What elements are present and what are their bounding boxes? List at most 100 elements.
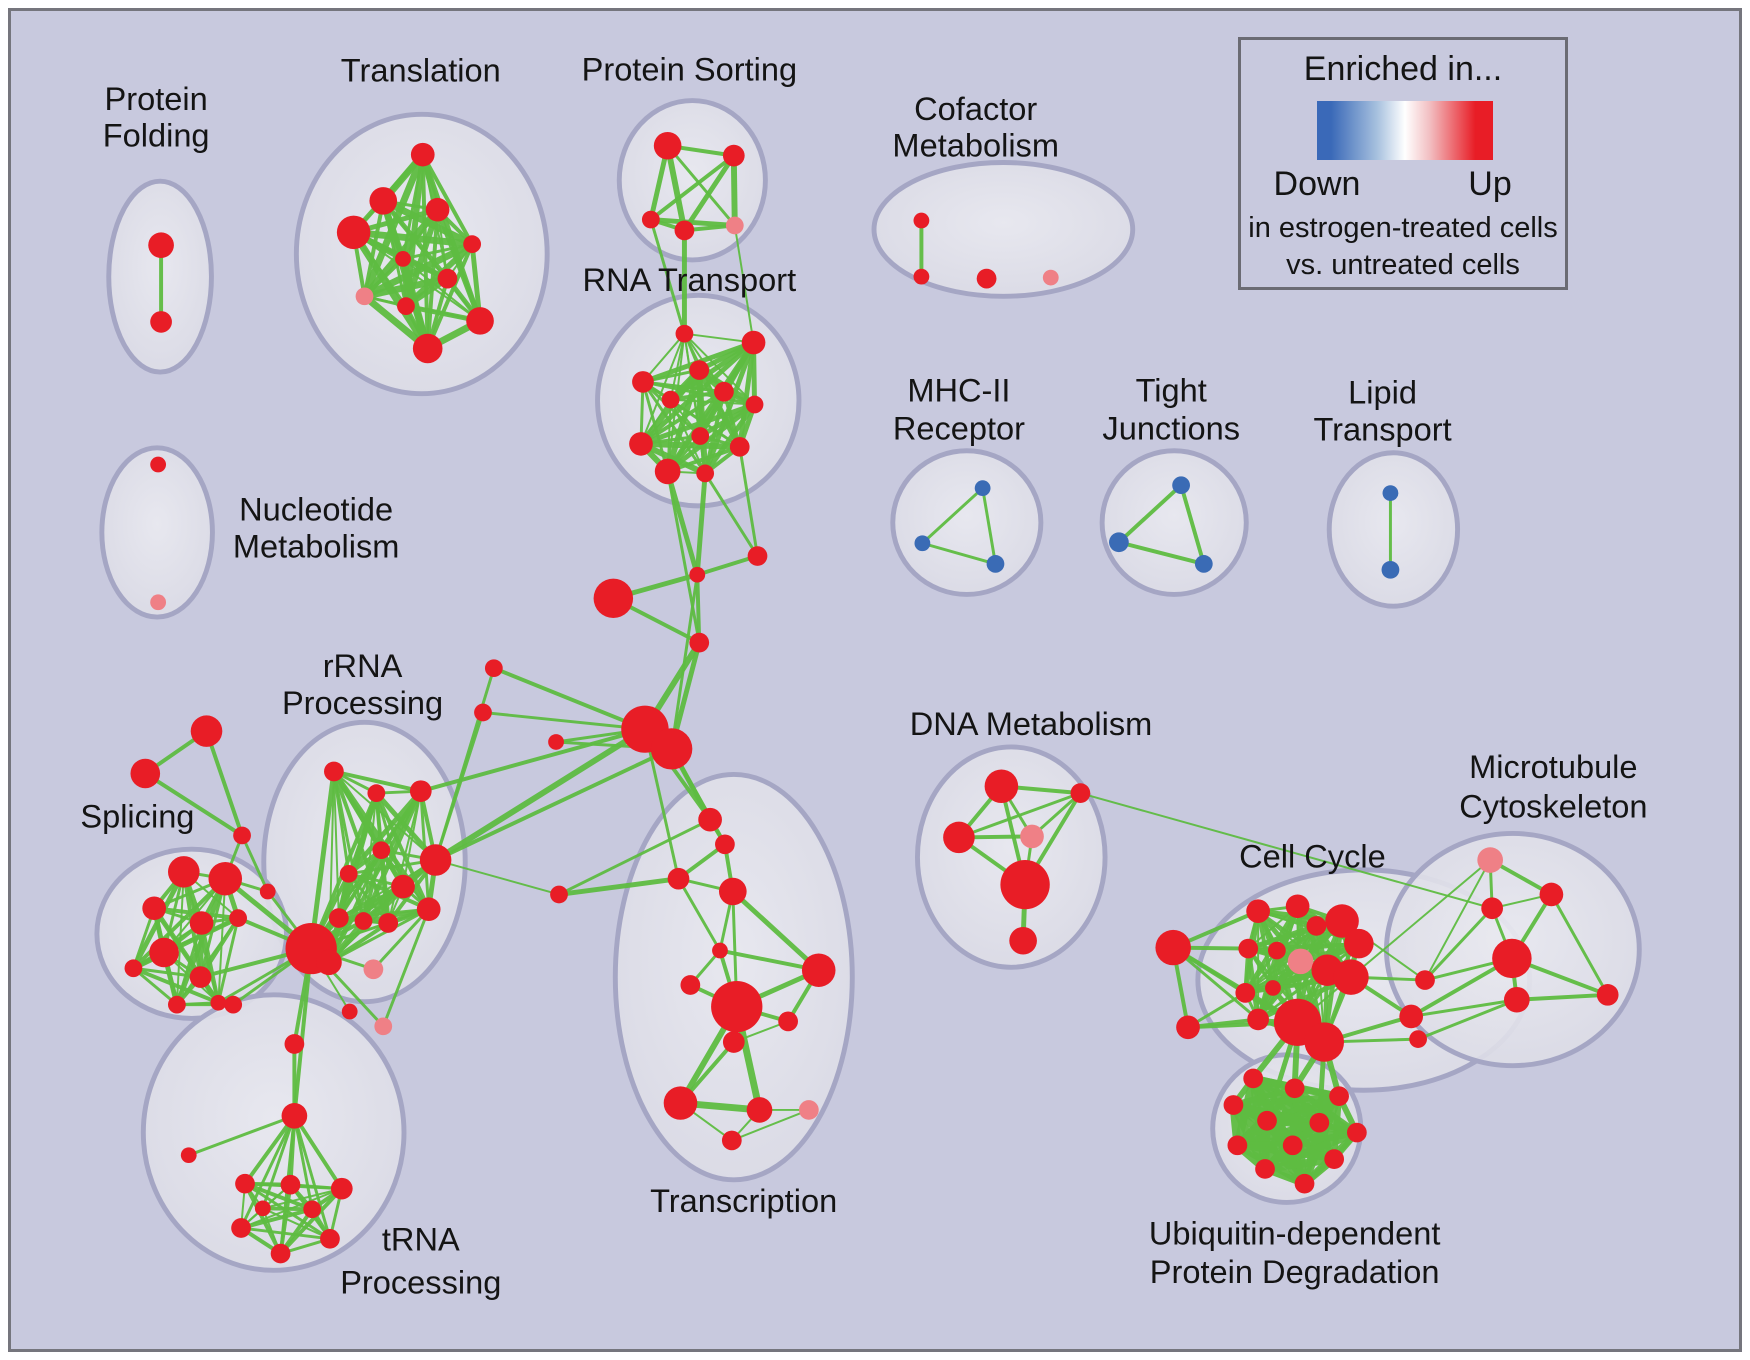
node-tr5[interactable] [463, 235, 482, 254]
node-cc1[interactable] [1155, 929, 1191, 966]
node-tx10[interactable] [778, 1011, 798, 1032]
node-ps1[interactable] [653, 132, 682, 160]
node-mt2[interactable] [1539, 882, 1564, 907]
node-rt3[interactable] [632, 371, 654, 393]
node-cc15[interactable] [1247, 1008, 1269, 1031]
node-tr10[interactable] [466, 307, 494, 335]
node-tj1[interactable] [1172, 476, 1190, 495]
node-rr1[interactable] [324, 761, 344, 782]
node-ch5[interactable] [689, 632, 710, 653]
node-tx8[interactable] [680, 975, 701, 995]
node-ch2[interactable] [689, 566, 706, 583]
node-rt4[interactable] [689, 360, 710, 380]
node-tn3[interactable] [235, 1173, 255, 1194]
node-tx3[interactable] [667, 867, 690, 890]
node-tn6[interactable] [231, 1218, 251, 1238]
node-tx11[interactable] [722, 1031, 745, 1053]
node-cc9[interactable] [1267, 941, 1286, 960]
node-mt5[interactable] [1503, 986, 1530, 1013]
node-cc14[interactable] [1235, 983, 1256, 1003]
node-tr1[interactable] [410, 142, 435, 167]
node-mh3[interactable] [986, 555, 1005, 573]
node-ch7[interactable] [650, 728, 693, 770]
node-sp10[interactable] [210, 994, 227, 1011]
node-mt6[interactable] [1596, 984, 1619, 1006]
node-cc4[interactable] [1285, 894, 1310, 919]
node-sp11[interactable] [259, 883, 276, 900]
node-tr8[interactable] [355, 287, 374, 306]
node-rt12[interactable] [696, 464, 715, 483]
node-rt1[interactable] [675, 324, 694, 343]
node-ch10[interactable] [474, 703, 492, 722]
node-cc6[interactable] [1325, 904, 1359, 938]
node-nc1[interactable] [150, 456, 167, 473]
node-nc2[interactable] [150, 594, 167, 611]
node-mt4[interactable] [1492, 938, 1532, 979]
node-rt5[interactable] [714, 381, 734, 402]
node-rr14[interactable] [363, 959, 384, 980]
node-rr18[interactable] [224, 995, 243, 1014]
node-rg2[interactable] [316, 949, 342, 976]
node-tj3[interactable] [1194, 555, 1213, 573]
node-ch9[interactable] [484, 659, 503, 678]
node-tx5[interactable] [550, 885, 568, 904]
node-tn10[interactable] [303, 1200, 322, 1219]
node-tx4[interactable] [718, 877, 747, 906]
node-tn8[interactable] [320, 1228, 340, 1249]
node-rr11[interactable] [378, 913, 399, 933]
node-tx6[interactable] [712, 942, 728, 959]
node-sp8[interactable] [124, 959, 143, 978]
node-rr6[interactable] [339, 864, 358, 883]
node-tx2[interactable] [715, 834, 735, 855]
node-cc13[interactable] [1265, 980, 1281, 996]
node-dm2[interactable] [1070, 783, 1091, 803]
node-rt11[interactable] [654, 458, 681, 485]
node-mt1[interactable] [1477, 847, 1504, 873]
node-sp1[interactable] [168, 856, 200, 888]
node-tr3[interactable] [425, 197, 450, 222]
node-tx13[interactable] [746, 1097, 773, 1123]
node-rr8[interactable] [416, 897, 441, 922]
node-cc5[interactable] [1306, 916, 1327, 936]
node-ub5[interactable] [1257, 1110, 1277, 1131]
node-tn2[interactable] [180, 1147, 197, 1164]
node-rr16[interactable] [341, 1003, 358, 1020]
node-sp5[interactable] [229, 909, 247, 927]
node-rt9[interactable] [629, 432, 653, 456]
node-rt8[interactable] [691, 427, 710, 445]
node-dm3[interactable] [943, 821, 975, 854]
node-ub9[interactable] [1282, 1135, 1303, 1156]
node-st3[interactable] [233, 826, 251, 845]
node-ps2[interactable] [722, 144, 745, 167]
node-st2[interactable] [130, 758, 161, 789]
node-tn9[interactable] [254, 1200, 271, 1217]
node-ub3[interactable] [1329, 1086, 1349, 1106]
node-ch4[interactable] [593, 578, 634, 619]
node-pf2[interactable] [150, 311, 172, 333]
node-tx15[interactable] [721, 1130, 742, 1151]
node-cc20[interactable] [1415, 970, 1435, 990]
node-tn4[interactable] [280, 1174, 301, 1195]
node-sp3[interactable] [142, 896, 167, 921]
node-mh2[interactable] [914, 535, 931, 552]
node-cc18[interactable] [1399, 1004, 1424, 1029]
node-cc19[interactable] [1409, 1030, 1427, 1048]
node-dm4[interactable] [1020, 824, 1044, 849]
node-cc3[interactable] [1246, 899, 1270, 924]
node-tr7[interactable] [437, 268, 458, 289]
node-tr4[interactable] [336, 215, 371, 250]
node-tx1[interactable] [698, 807, 722, 832]
node-rr15[interactable] [374, 1017, 393, 1036]
node-tx7[interactable] [801, 953, 836, 987]
node-ch1[interactable] [747, 546, 768, 566]
node-cc12[interactable] [1333, 959, 1369, 995]
node-rr5[interactable] [419, 844, 452, 876]
node-tr2[interactable] [369, 187, 398, 215]
node-tx12[interactable] [663, 1086, 698, 1120]
node-mh1[interactable] [974, 480, 991, 497]
node-rr19[interactable] [284, 1034, 305, 1054]
node-ub1[interactable] [1243, 1068, 1264, 1089]
node-pf1[interactable] [148, 232, 174, 258]
node-rt6[interactable] [661, 390, 680, 409]
node-tx14[interactable] [798, 1100, 819, 1120]
